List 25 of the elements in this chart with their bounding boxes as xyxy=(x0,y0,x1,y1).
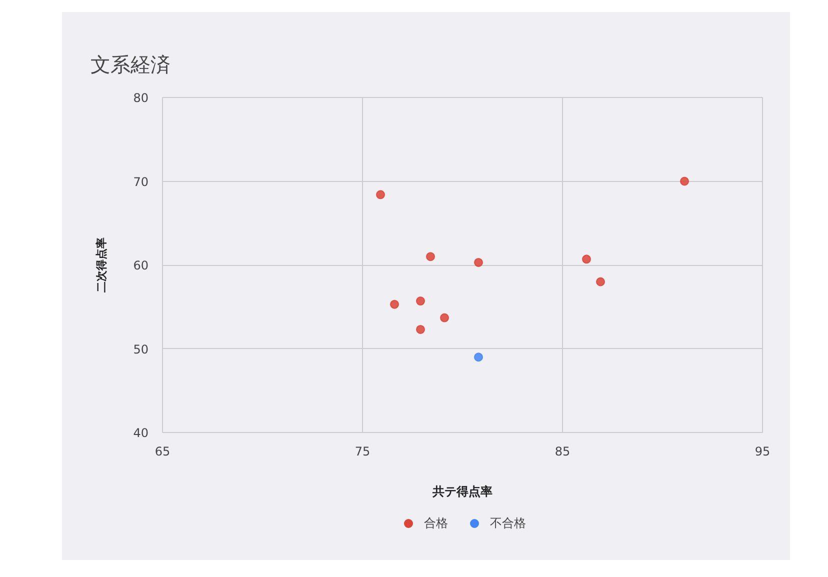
y-tick-label: 60 xyxy=(133,258,149,272)
point xyxy=(582,254,591,264)
x-axis-title: 共テ得点率 xyxy=(432,484,492,498)
y-tick-label: 50 xyxy=(133,342,149,356)
y-axis-title: 二次得点率 xyxy=(95,238,108,292)
x-tick-label: 85 xyxy=(554,444,570,458)
x-tick-label: 95 xyxy=(754,444,770,458)
chart-title: 文系経済 xyxy=(90,52,170,76)
point xyxy=(474,258,483,267)
point xyxy=(416,296,425,306)
point xyxy=(474,352,483,362)
legend-label: 合格 xyxy=(424,514,448,532)
point xyxy=(376,190,385,200)
point xyxy=(680,176,689,186)
x-tick-label: 65 xyxy=(154,444,170,458)
y-tick-label: 70 xyxy=(133,174,149,189)
point xyxy=(440,313,449,322)
y-tick-label: 40 xyxy=(133,426,149,440)
y-tick-label: 80 xyxy=(133,91,149,105)
point xyxy=(390,300,399,309)
x-tick-label: 75 xyxy=(354,444,370,458)
legend-label: 不合格 xyxy=(490,514,526,532)
point xyxy=(426,252,435,262)
point xyxy=(416,324,425,334)
point xyxy=(596,277,605,286)
